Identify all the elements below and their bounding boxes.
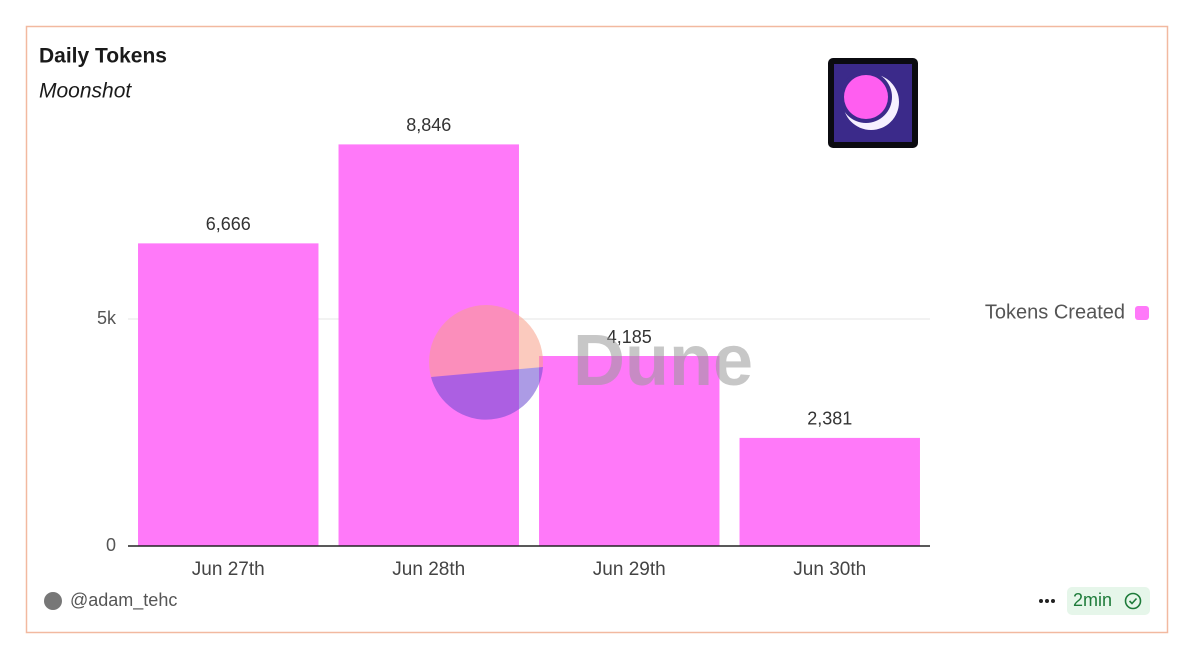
x-tick-label: Jun 29th [593, 559, 666, 580]
value-label: 6,666 [206, 214, 251, 234]
author-avatar [44, 592, 62, 610]
more-menu[interactable] [1039, 599, 1055, 603]
footer: @adam_tehc 2min [44, 587, 1150, 615]
refresh-time: 2min [1073, 590, 1112, 610]
value-label: 8,846 [406, 115, 451, 135]
author[interactable]: @adam_tehc [70, 590, 177, 611]
legend: Tokens Created [985, 301, 1149, 323]
verified-icon [1124, 592, 1142, 610]
watermark: Dune [429, 305, 753, 420]
legend-swatch [1135, 306, 1149, 320]
y-tick-label: 5k [97, 308, 117, 328]
chart-subtitle: Moonshot [39, 80, 132, 103]
y-tick-label: 0 [106, 535, 116, 555]
value-label: 2,381 [807, 409, 852, 429]
chart-title: Daily Tokens [39, 45, 167, 68]
x-tick-label: Jun 30th [793, 559, 866, 580]
bar [739, 437, 920, 546]
watermark-text: Dune [573, 321, 753, 401]
x-tick-label: Jun 28th [392, 559, 465, 580]
legend-label: Tokens Created [985, 301, 1125, 323]
logo [828, 58, 918, 148]
x-tick-label: Jun 27th [192, 559, 265, 580]
value-label: 4,185 [607, 327, 652, 347]
bar [539, 356, 720, 546]
watermark-circle-bottom [431, 367, 543, 420]
bar [138, 243, 319, 547]
